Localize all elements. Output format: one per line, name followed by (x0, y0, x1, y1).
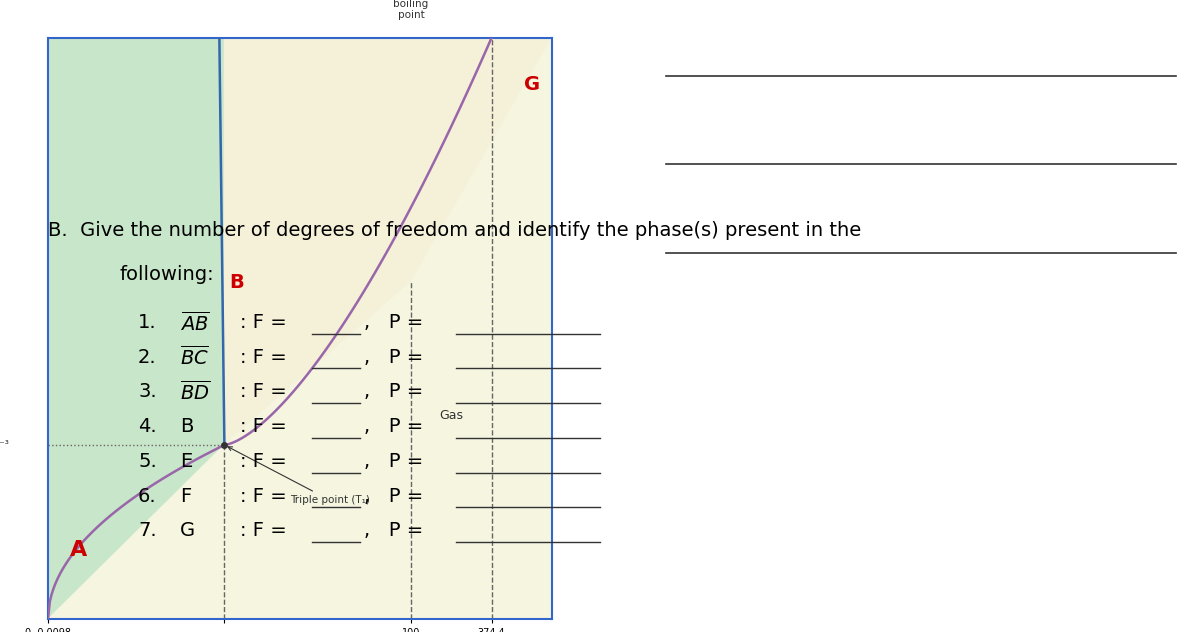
Text: G: G (180, 521, 196, 540)
Text: E: E (180, 452, 192, 471)
Text: ,   P =: , P = (364, 452, 422, 471)
Text: 6.0 x 10⁻³: 6.0 x 10⁻³ (0, 440, 10, 450)
Text: B: B (229, 272, 244, 291)
Text: B: B (180, 417, 193, 436)
Text: Gas: Gas (439, 410, 463, 422)
Text: : F =: : F = (240, 382, 287, 401)
Text: ,   P =: , P = (364, 417, 422, 436)
Text: 4.: 4. (138, 417, 157, 436)
Text: Triple point (T₁): Triple point (T₁) (228, 447, 370, 505)
Text: ,   P =: , P = (364, 313, 422, 332)
Text: following:: following: (120, 265, 215, 284)
Text: 2.: 2. (138, 348, 157, 367)
Text: 5.: 5. (138, 452, 157, 471)
Text: B.  Give the number of degrees of freedom and identify the phase(s) present in t: B. Give the number of degrees of freedom… (48, 221, 862, 240)
Text: 3.: 3. (138, 382, 157, 401)
Text: A: A (70, 540, 86, 559)
Text: : F =: : F = (240, 313, 287, 332)
Text: : F =: : F = (240, 487, 287, 506)
Text: : F =: : F = (240, 417, 287, 436)
Text: 7.: 7. (138, 521, 157, 540)
Polygon shape (48, 38, 224, 619)
Text: ,   P =: , P = (364, 487, 422, 506)
Text: boiling
point: boiling point (394, 0, 428, 20)
Text: ,   P =: , P = (364, 348, 422, 367)
Text: $\overline{BC}$: $\overline{BC}$ (180, 345, 209, 369)
Text: ,   P =: , P = (364, 382, 422, 401)
Text: F: F (180, 487, 191, 506)
Text: ,   P =: , P = (364, 521, 422, 540)
Polygon shape (48, 38, 552, 619)
Text: G: G (523, 75, 540, 94)
Polygon shape (224, 38, 552, 445)
Text: : F =: : F = (240, 521, 287, 540)
Text: 6.: 6. (138, 487, 157, 506)
Text: $\overline{BD}$: $\overline{BD}$ (180, 380, 210, 404)
Text: : F =: : F = (240, 452, 287, 471)
Text: $\overline{AB}$: $\overline{AB}$ (180, 310, 210, 334)
Text: : F =: : F = (240, 348, 287, 367)
Text: 1.: 1. (138, 313, 157, 332)
